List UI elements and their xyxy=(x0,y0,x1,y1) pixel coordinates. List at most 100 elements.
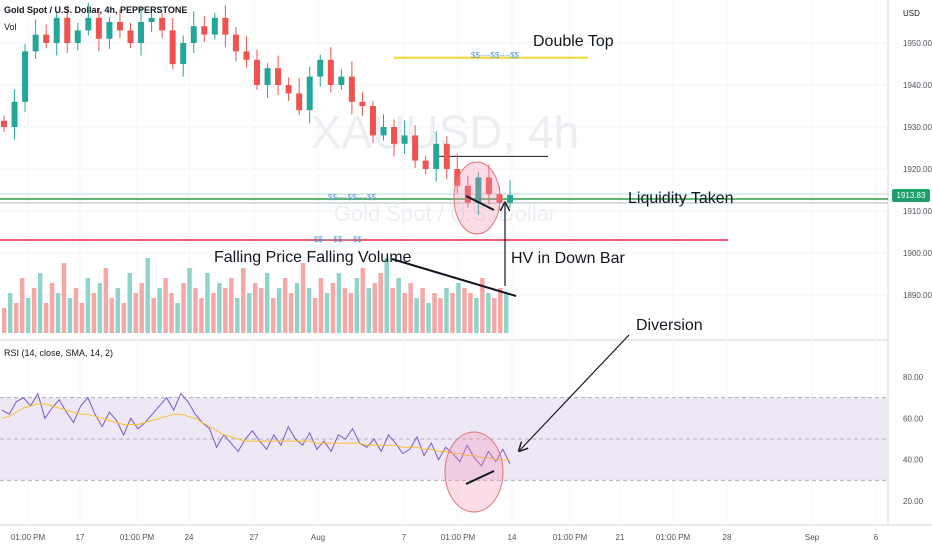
volume-bar xyxy=(438,298,443,333)
volume-bar xyxy=(402,293,407,333)
rsi-tick-label: 60.00 xyxy=(903,414,924,423)
price-tick-label: 1910.00 xyxy=(903,207,932,216)
candle-body xyxy=(127,30,134,43)
candle-body xyxy=(369,106,376,136)
time-tick-label: 27 xyxy=(250,533,259,542)
currency-label[interactable]: USD xyxy=(903,9,920,18)
candle-body xyxy=(464,185,471,203)
falling-volume-trendline xyxy=(391,258,517,297)
volume-bar xyxy=(163,278,168,333)
candle-body xyxy=(64,17,71,43)
candle-body xyxy=(443,143,450,169)
volume-bar xyxy=(480,278,485,333)
candle-body xyxy=(116,22,123,31)
price-highlight-circle xyxy=(453,161,501,235)
volume-bar xyxy=(498,288,503,333)
candle-body xyxy=(401,135,408,144)
time-tick-label: 17 xyxy=(76,533,85,542)
symbol-title: Gold Spot / U.S. Dollar, 4h, PEPPERSTONE xyxy=(4,5,188,15)
candle-body xyxy=(338,76,345,85)
volume-bar xyxy=(414,298,419,333)
price-lower-low-line xyxy=(465,195,495,211)
volume-bar xyxy=(211,293,216,333)
volume-bar xyxy=(55,293,61,333)
candle-body xyxy=(327,59,334,85)
volume-bar xyxy=(139,283,144,333)
candle-body xyxy=(348,76,355,102)
candle-body xyxy=(380,127,387,136)
candle-body xyxy=(190,26,197,43)
volume-bar xyxy=(306,288,312,333)
volume-bar xyxy=(67,298,73,333)
volume-bar xyxy=(294,283,300,333)
candle-body xyxy=(201,26,208,35)
price-tick-label: 1950.00 xyxy=(903,39,932,48)
volume-bar xyxy=(199,298,204,333)
price-tick-label: 1900.00 xyxy=(903,249,932,258)
candle-body xyxy=(359,101,366,106)
time-tick-label: 28 xyxy=(723,533,732,542)
volume-bars xyxy=(2,258,509,333)
time-tick-label: 01:00 PM xyxy=(11,533,46,542)
price-tick-label: 1930.00 xyxy=(903,123,932,132)
candle-body xyxy=(285,85,292,94)
candle-body xyxy=(264,68,271,85)
rsi-tick-label: 80.00 xyxy=(903,373,924,382)
volume-bar xyxy=(384,258,389,333)
price-tick-label: 1890.00 xyxy=(903,291,932,300)
volume-bar xyxy=(103,268,109,333)
volume-bar xyxy=(264,273,270,333)
volume-bar xyxy=(187,268,192,333)
double-top-label: Double Top xyxy=(533,33,614,50)
falling-price-volume-label: Falling Price Falling Volume xyxy=(214,249,412,266)
volume-bar xyxy=(324,293,330,333)
candle-body xyxy=(475,177,482,203)
volume-bar xyxy=(235,298,240,333)
volume-bar xyxy=(354,278,360,333)
candle-body xyxy=(222,17,229,35)
volume-bar xyxy=(270,298,276,333)
candle-body xyxy=(454,169,461,186)
liquidity-marker-top: $$----$$----$$ xyxy=(471,51,520,60)
volume-bar xyxy=(133,293,138,333)
candle-body xyxy=(85,17,92,31)
volume-bar xyxy=(468,293,473,333)
time-tick-label: 21 xyxy=(616,533,625,542)
time-tick-label: Sep xyxy=(805,533,820,542)
candle-body xyxy=(1,120,7,127)
volume-bar xyxy=(169,293,174,333)
volume-bar xyxy=(312,298,318,333)
volume-bar xyxy=(486,293,491,333)
volume-bar xyxy=(348,293,354,333)
candle-body xyxy=(243,51,250,60)
volume-bar xyxy=(79,303,85,333)
diversion-label: Diversion xyxy=(636,317,703,334)
volume-bar xyxy=(19,278,25,333)
volume-bar xyxy=(115,288,121,333)
candle-body xyxy=(22,51,29,102)
last-price-badge: 1913.83 xyxy=(892,189,930,202)
volume-bar xyxy=(366,288,372,333)
time-tick-label: Aug xyxy=(311,533,325,542)
candle-body xyxy=(43,34,50,43)
volume-bar xyxy=(127,273,132,333)
rsi-higher-low-line xyxy=(465,470,495,485)
volume-bar xyxy=(276,288,282,333)
volume-bar xyxy=(97,283,103,333)
price-levels xyxy=(0,56,888,241)
candle-body xyxy=(138,22,145,43)
candle-body xyxy=(496,194,503,203)
volume-bar xyxy=(85,278,91,333)
hv-down-bar-label: HV in Down Bar xyxy=(511,250,625,267)
volume-bar xyxy=(408,283,413,333)
candle-body xyxy=(433,143,440,169)
volume-bar xyxy=(175,303,180,333)
candle-body xyxy=(391,127,398,144)
volume-bar xyxy=(217,283,222,333)
liquidity-taken-label: Liquidity Taken xyxy=(628,190,734,207)
volume-bar xyxy=(450,293,455,333)
candle-body xyxy=(232,34,239,52)
volume-bar xyxy=(318,278,324,333)
volume-bar xyxy=(109,298,115,333)
